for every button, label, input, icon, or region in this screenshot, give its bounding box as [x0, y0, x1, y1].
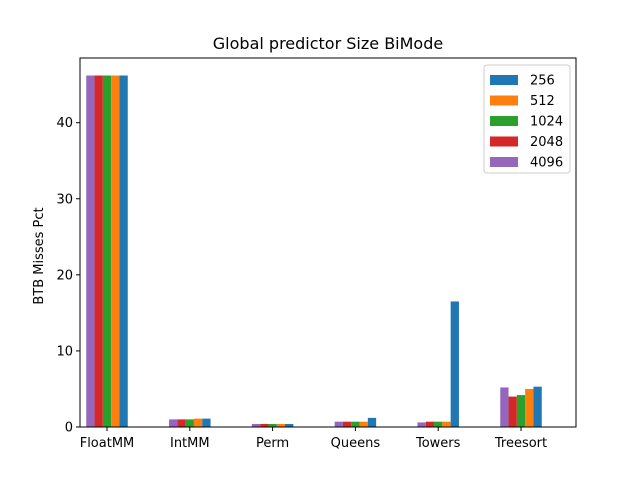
legend-swatch-4096: [490, 157, 518, 167]
x-tick-label: FloatMM: [80, 436, 135, 451]
bar-floatmm-512: [111, 75, 120, 427]
legend-label-4096: 4096: [530, 156, 563, 171]
legend-swatch-2048: [490, 136, 518, 147]
bar-treesort-1024: [516, 395, 526, 427]
y-ticks-group: 0 10 20 30 40: [56, 116, 80, 436]
bar-towers-512: [442, 421, 451, 427]
bar-perm-1024: [268, 423, 277, 427]
bar-queens-256: [367, 417, 377, 427]
bar-perm-4096: [251, 423, 261, 427]
y-tick-label: 40: [56, 116, 73, 131]
legend-swatch-256: [490, 75, 518, 85]
bar-perm-256: [285, 423, 294, 427]
bar-intmm-256: [202, 418, 211, 427]
bar-towers-1024: [434, 421, 443, 427]
legend-label-1024: 1024: [530, 115, 563, 130]
bar-floatmm-256: [119, 75, 128, 427]
bar-floatmm-1024: [102, 75, 112, 427]
bar-queens-1024: [351, 421, 360, 427]
plot-frame: [79, 57, 577, 428]
bar-intmm-2048: [177, 419, 186, 427]
x-tick-label: Treesort: [494, 436, 547, 451]
bar-intmm-512: [193, 418, 203, 427]
bar-floatmm-4096: [86, 75, 95, 427]
x-ticks-group: FloatMM IntMM Perm Queens Towers Treesort: [80, 427, 547, 451]
x-tick-label: Towers: [415, 436, 461, 451]
legend-label-512: 512: [530, 94, 555, 109]
y-tick-label: 10: [56, 344, 73, 359]
bar-queens-4096: [334, 421, 343, 427]
bar-towers-2048: [425, 421, 435, 427]
bar-treesort-4096: [500, 387, 509, 427]
bar-treesort-512: [525, 388, 534, 427]
y-tick-label: 0: [65, 421, 73, 436]
bars-group: [86, 75, 542, 427]
legend: 256 512 1024 2048 4096: [483, 64, 571, 174]
bar-perm-2048: [260, 423, 269, 427]
y-axis-title: BTB Misses Pct: [32, 207, 47, 304]
bar-towers-256: [450, 301, 459, 427]
legend-label-256: 256: [530, 74, 555, 89]
bar-intmm-1024: [185, 419, 194, 427]
y-tick-label: 30: [56, 192, 73, 207]
plot-border: [79, 57, 577, 428]
bar-intmm-4096: [169, 419, 178, 427]
bar-floatmm-2048: [94, 75, 103, 427]
legend-swatch-512: [490, 95, 518, 106]
x-tick-label: Queens: [331, 436, 381, 451]
x-tick-label: IntMM: [170, 436, 210, 451]
legend-swatch-1024: [490, 116, 518, 126]
bar-towers-4096: [417, 422, 426, 427]
chart-title: Global predictor Size BiMode: [213, 34, 443, 53]
legend-label-2048: 2048: [530, 135, 563, 150]
x-tick-label: Perm: [256, 436, 289, 451]
bar-queens-512: [359, 421, 368, 427]
bar-treesort-2048: [508, 396, 517, 427]
bar-treesort-256: [533, 386, 542, 427]
bar-queens-2048: [342, 421, 352, 427]
bar-perm-512: [276, 423, 286, 427]
y-tick-label: 20: [56, 268, 73, 283]
